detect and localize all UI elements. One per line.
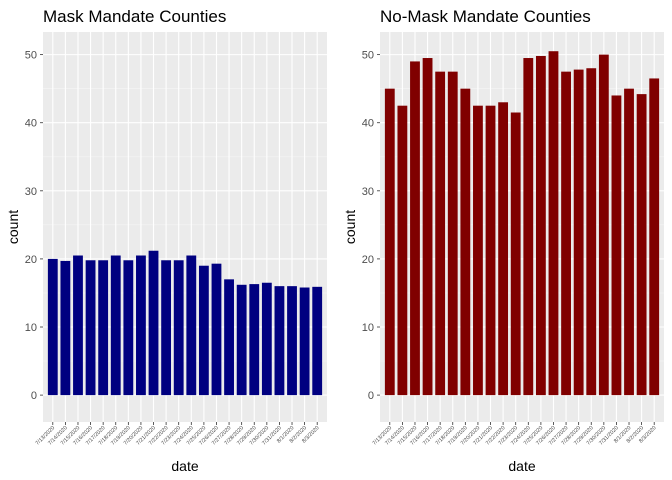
y-tick-label: 10: [25, 322, 37, 334]
y-tick-label: 20: [25, 254, 37, 266]
bar: [548, 51, 559, 396]
y-tick-label: 50: [362, 50, 374, 62]
chart-title: No-Mask Mandate Counties: [380, 7, 591, 26]
bar: [136, 255, 146, 396]
bar: [224, 279, 234, 396]
x-axis-title: date: [171, 458, 198, 474]
bar: [523, 58, 534, 396]
bar: [148, 250, 159, 396]
y-tick-label: 30: [362, 186, 374, 198]
bars: [47, 250, 323, 396]
x-axis-ticks: 7/13/20207/14/20207/15/20207/16/20207/17…: [372, 422, 658, 447]
bar: [422, 58, 433, 396]
bar: [624, 88, 634, 396]
bar: [586, 68, 597, 396]
bar: [397, 105, 408, 396]
bar: [236, 284, 247, 396]
bar: [299, 287, 310, 396]
bar: [384, 88, 395, 396]
bar: [447, 71, 458, 396]
y-tick-label: 0: [368, 390, 374, 402]
bar: [198, 265, 209, 396]
chart-title: Mask Mandate Counties: [43, 7, 226, 26]
bar: [598, 54, 609, 396]
bar: [473, 105, 483, 396]
bar: [249, 284, 260, 396]
bar: [73, 255, 83, 396]
y-tick-label: 20: [362, 254, 374, 266]
x-axis-title: date: [508, 458, 535, 474]
bar: [561, 71, 571, 396]
bar: [460, 88, 471, 396]
bar: [47, 258, 58, 396]
bar: [573, 69, 584, 396]
y-axis-title: count: [342, 210, 358, 244]
bar: [649, 78, 660, 396]
bar: [485, 105, 496, 396]
y-tick-label: 0: [31, 390, 37, 402]
bar: [261, 282, 272, 396]
x-axis-ticks: 7/13/20207/14/20207/15/20207/16/20207/17…: [35, 422, 321, 447]
bar: [636, 94, 647, 396]
bar: [435, 71, 446, 396]
y-tick-label: 40: [362, 118, 374, 130]
y-axis-ticks: 0 10 20 30 40 50: [25, 50, 43, 402]
bar: [161, 260, 172, 396]
bar: [211, 263, 222, 396]
y-axis-ticks: 0 10 20 30 40 50: [362, 50, 380, 402]
bar: [123, 260, 134, 396]
bar: [98, 260, 109, 396]
bar: [287, 286, 297, 396]
bar: [173, 260, 184, 396]
bar: [498, 102, 509, 396]
bars: [384, 51, 660, 396]
no-mask-mandate-chart: No-Mask Mandate Counties 0 10 20 30 40 50 7/1…: [342, 7, 664, 474]
bar: [186, 255, 197, 396]
bar: [535, 55, 546, 396]
y-tick-label: 10: [362, 322, 374, 334]
bar: [510, 112, 521, 396]
plot-background: [380, 32, 664, 422]
plot-background: [43, 32, 327, 422]
bar: [110, 255, 121, 396]
bar: [611, 95, 622, 396]
bar: [312, 286, 323, 396]
bar: [410, 61, 420, 396]
bar: [85, 260, 96, 396]
y-tick-label: 50: [25, 50, 37, 62]
bar: [274, 286, 285, 396]
mask-mandate-chart: Mask Mandate Counties 0 10 20 30 40 50 7/13/2…: [5, 7, 327, 474]
bar: [60, 260, 71, 396]
y-tick-label: 40: [25, 118, 37, 130]
y-tick-label: 30: [25, 186, 37, 198]
y-axis-title: count: [5, 210, 21, 244]
